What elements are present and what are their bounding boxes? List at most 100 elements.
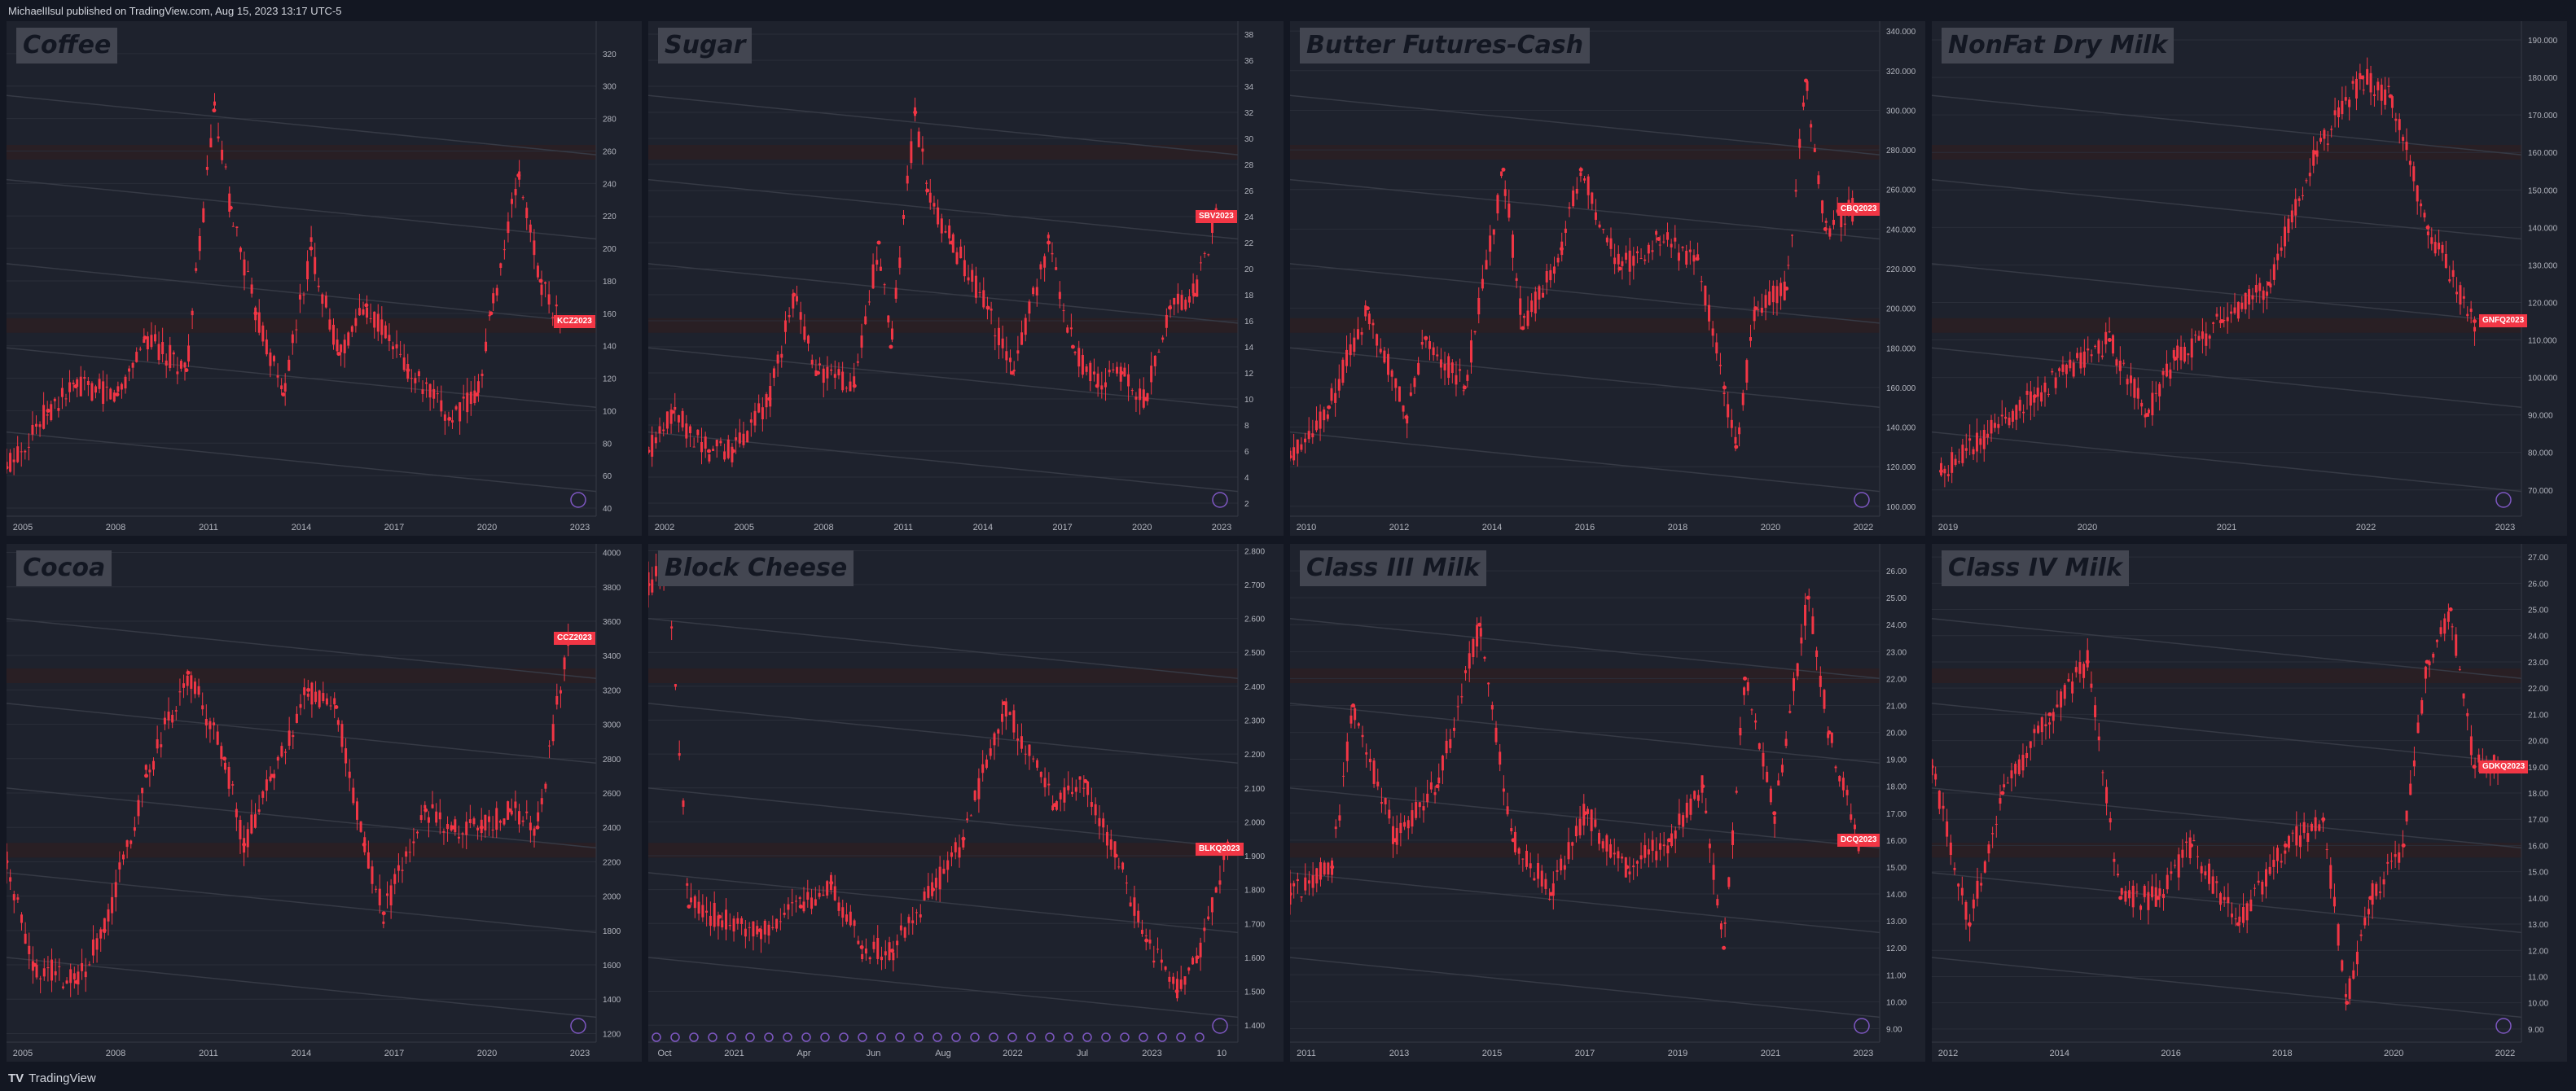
candle-body: [2000, 414, 2003, 417]
candle-body: [2372, 94, 2376, 96]
candle-body: [2215, 313, 2218, 317]
candle-body: [2462, 296, 2465, 299]
candle-body: [2366, 68, 2369, 85]
y-tick-label: 200: [603, 245, 617, 254]
chart-panel-coffee[interactable]: 320 300 280 260 240 220 200 180 160 140 120 100 80 60…: [7, 21, 642, 536]
candle-body: [457, 836, 460, 839]
candle-body: [994, 335, 997, 337]
data-point: [1143, 397, 1148, 401]
candle-body: [2376, 81, 2380, 90]
candle-body: [421, 389, 424, 394]
candle-body: [1176, 293, 1179, 305]
candle-body: [688, 426, 691, 434]
candle-body: [1077, 348, 1081, 367]
x-tick-label: 2014: [2050, 1049, 2069, 1058]
data-point: [1144, 938, 1149, 943]
candle-body: [1529, 863, 1532, 869]
chart-panel-sugar[interactable]: 38 36 34 32 30 28 26 24 22 20 18 16 14 12 10 8 6 4 2 2002 20…: [648, 21, 1284, 536]
candle-body: [231, 784, 235, 786]
tradingview-brand[interactable]: TV TradingView: [8, 1071, 96, 1085]
candle-body: [2047, 393, 2050, 395]
data-point: [706, 449, 711, 453]
candle-body: [2008, 417, 2011, 426]
candle-body: [1655, 851, 1658, 861]
trend-line: [648, 347, 1239, 408]
y-tick-label: 1600: [603, 962, 621, 971]
candle-body: [1964, 448, 1968, 451]
data-point: [1290, 454, 1292, 459]
trend-line: [7, 94, 597, 156]
x-tick-label: 2011: [199, 1049, 218, 1058]
candle-body: [399, 353, 402, 355]
y-tick-label: 10.00: [1886, 998, 1907, 1007]
candle-body: [1556, 870, 1559, 872]
y-tick-label: 300: [603, 83, 617, 92]
candle-body: [1109, 839, 1112, 850]
candle-body: [822, 894, 825, 896]
candle-body: [2280, 247, 2283, 251]
candle-body: [2455, 291, 2459, 295]
x-tick-label: 2010: [1297, 523, 1316, 532]
y-tick-label: 110.000: [2528, 337, 2557, 346]
chart-panel-class-iv-milk[interactable]: 27.00 26.00 25.00 24.00 23.00 22.00 21.00 20.00…: [1932, 544, 2567, 1062]
candle-body: [701, 905, 704, 918]
y-tick-label: 3600: [603, 618, 621, 627]
footer-bar: TV TradingView: [0, 1065, 2576, 1091]
candle-body: [981, 764, 985, 773]
candle-body: [1768, 291, 1771, 305]
price-candles: [1939, 57, 2477, 488]
candle-body: [938, 866, 941, 890]
candle-body: [2305, 180, 2308, 182]
candle-body: [466, 392, 469, 413]
candle-body: [1542, 292, 1545, 298]
candle-body: [1368, 758, 1371, 763]
chart-panel-class-iii-milk[interactable]: 26.00 25.00 24.00 23.00 22.00 21.00 20.00 19.00…: [1290, 544, 1925, 1062]
candle-body: [90, 383, 94, 401]
candle-body: [1390, 370, 1393, 377]
candle-body: [2337, 924, 2340, 946]
candle-body: [746, 431, 749, 443]
trend-line: [648, 178, 1239, 240]
candle-body: [969, 815, 972, 817]
candle-body: [1383, 350, 1386, 363]
candle-body: [272, 356, 275, 361]
candle-body: [1689, 798, 1692, 815]
candle-body: [152, 760, 156, 770]
candle-body: [1666, 232, 1670, 240]
support-resistance-zones: [1290, 145, 1880, 333]
candle-body: [2469, 736, 2473, 756]
candle-body: [950, 852, 953, 857]
candle-body: [1296, 439, 1299, 454]
candle-body: [1804, 604, 1807, 626]
x-tick-label: 2020: [477, 523, 497, 532]
y-tick-label: 2.500: [1244, 649, 1265, 658]
x-tick-label: Aug: [935, 1049, 951, 1058]
candle-body: [2014, 764, 2017, 774]
candle-body: [324, 296, 327, 308]
y-tick-label: 180.000: [2528, 74, 2558, 83]
candle-body: [1105, 831, 1108, 846]
candle-body: [1406, 416, 1409, 424]
x-tick-label: 2021: [724, 1049, 744, 1058]
chart-panel-cocoa[interactable]: 4000 3800 3600 3400 3200 3000 2800 2600 2400 2200…: [7, 544, 642, 1062]
chart-panel-nonfat-dry-milk[interactable]: 190.000 180.000 170.000 160.000 150.000 140.0…: [1932, 21, 2567, 536]
chart-panel-block-cheese[interactable]: 2.800 2.700 2.600 2.500 2.400 2.300 2.200 2.100…: [648, 544, 1284, 1062]
data-point: [1047, 240, 1051, 245]
candle-body: [114, 882, 117, 898]
candle-body: [807, 335, 810, 344]
candle-body: [1563, 865, 1566, 870]
data-point: [985, 305, 990, 310]
candle-body: [2147, 410, 2150, 414]
candle-body: [1214, 887, 1218, 893]
candle-body: [306, 693, 309, 697]
candle-body: [997, 729, 1000, 734]
y-tick-label: 8: [1244, 422, 1249, 431]
chart-panel-butter-futures-cash[interactable]: 340.000 320.000 300.000 280.000 260.000 240.0…: [1290, 21, 1925, 536]
candle-body: [1020, 332, 1024, 345]
candle-body: [2201, 331, 2204, 340]
data-point: [2085, 659, 2090, 664]
candle-body: [1847, 199, 1850, 206]
candle-body: [864, 316, 867, 325]
candle-body: [2409, 783, 2412, 795]
